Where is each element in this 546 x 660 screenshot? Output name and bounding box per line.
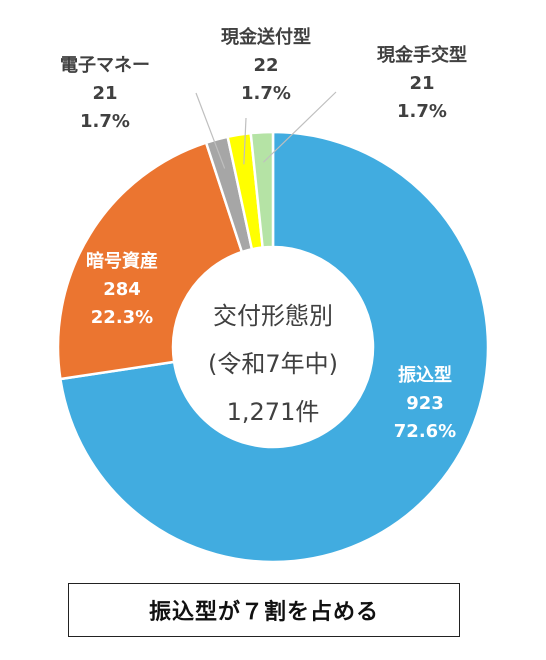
label-crypto-value: 284 bbox=[103, 279, 141, 300]
label-cash-hand: 現金手交型 21 1.7% bbox=[342, 42, 502, 126]
label-crypto-name: 暗号資産 bbox=[86, 251, 158, 272]
label-emoney-percent: 1.7% bbox=[80, 111, 130, 132]
slice-cash-hand bbox=[249, 130, 275, 249]
label-crypto-percent: 22.3% bbox=[90, 307, 154, 328]
label-emoney-name: 電子マネー bbox=[60, 55, 150, 76]
label-cash-hand-value: 21 bbox=[409, 73, 435, 94]
center-title: 交付形態別 bbox=[213, 302, 333, 330]
label-emoney: 電子マネー 21 1.7% bbox=[25, 52, 185, 136]
label-cash-send-percent: 1.7% bbox=[241, 83, 291, 104]
leader-line-emoney bbox=[195, 92, 226, 169]
slice-furikomi bbox=[58, 130, 490, 564]
label-cash-send-value: 22 bbox=[253, 55, 279, 76]
label-furikomi-name: 振込型 bbox=[398, 365, 452, 386]
slice-crypto bbox=[56, 141, 244, 381]
center-period: (令和7年中) bbox=[208, 350, 338, 378]
label-cash-send-name: 現金送付型 bbox=[221, 27, 311, 48]
label-cash-hand-percent: 1.7% bbox=[397, 101, 447, 122]
label-cash-hand-name: 現金手交型 bbox=[377, 45, 467, 66]
label-furikomi-percent: 72.6% bbox=[393, 421, 457, 442]
label-crypto: 暗号資産 284 22.3% bbox=[42, 248, 202, 332]
label-emoney-value: 21 bbox=[92, 83, 118, 104]
leader-line-cash-send bbox=[243, 117, 247, 165]
label-furikomi-value: 923 bbox=[406, 393, 444, 414]
leader-line-cash-hand bbox=[262, 91, 337, 163]
label-furikomi: 振込型 923 72.6% bbox=[345, 362, 505, 446]
donut-chart bbox=[56, 91, 490, 564]
center-total: 1,271件 bbox=[226, 398, 320, 426]
label-cash-send: 現金送付型 22 1.7% bbox=[186, 24, 346, 108]
callout-box: 振込型が７割を占める bbox=[68, 583, 460, 637]
